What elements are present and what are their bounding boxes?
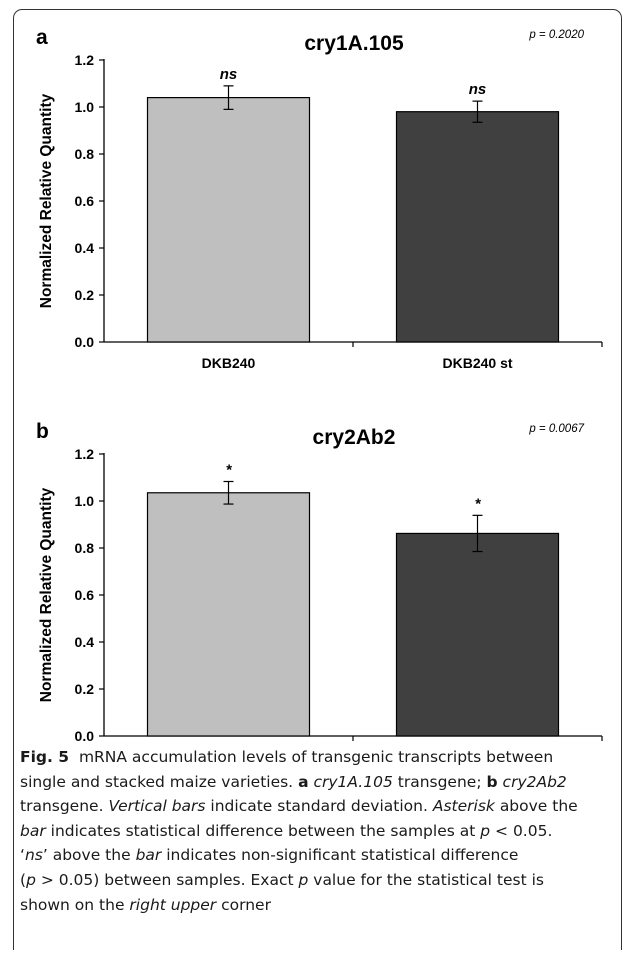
caption-panel-a-label: a	[298, 772, 309, 791]
y-tick-label: 0.2	[75, 681, 95, 697]
y-tick-label: 0.6	[75, 193, 95, 209]
x-tick-label: DKB240	[202, 355, 256, 371]
caption-term: Vertical bars	[108, 797, 206, 816]
figure-frame	[13, 9, 622, 960]
caption-gene: cry1A.105	[313, 772, 393, 791]
chart-panel-b: b cry2Ab2 p = 0.0067 Normalized Relative Qu…	[36, 420, 603, 744]
caption-text: corner	[221, 895, 271, 914]
y-tick-label: 0.8	[75, 540, 95, 556]
caption-line: single and stacked maize varieties. a cr…	[20, 770, 612, 795]
y-tick-label: 0.4	[75, 240, 95, 256]
y-tick-label: 1.0	[75, 493, 95, 509]
caption-term: ns	[24, 846, 43, 865]
significance-annotation: ns	[220, 66, 238, 83]
significance-annotation: *	[226, 461, 233, 478]
chart-title: cry2Ab2	[313, 426, 396, 449]
bar-dkb240-st	[395, 532, 560, 737]
caption-term: p	[480, 821, 491, 840]
y-tick-label: 0.4	[75, 634, 95, 650]
figure-caption: Fig. 5 mRNA accumulation levels of trans…	[20, 745, 612, 917]
caption-gene: cry2Ab2	[502, 772, 567, 791]
caption-text: single and stacked maize varieties.	[20, 772, 294, 791]
p-value-label: p = 0.0067	[528, 423, 584, 435]
caption-text: > 0.05) between samples. Exact	[40, 870, 294, 889]
caption-text: mRNA accumulation levels of transgenic t…	[78, 748, 554, 766]
caption-text: (	[20, 870, 27, 889]
caption-text: above the	[52, 846, 131, 865]
chart-title: cry1A.105	[304, 32, 404, 55]
significance-annotation: *	[475, 495, 482, 512]
y-tick-label: 0.0	[75, 334, 95, 350]
caption-line: Fig. 5 mRNA accumulation levels of trans…	[20, 745, 612, 770]
caption-text: indicates statistical difference between…	[50, 821, 476, 840]
caption-text: ’	[42, 846, 48, 865]
y-tick-label: 1.2	[75, 446, 95, 462]
caption-text: value for the statistical test is	[313, 870, 544, 889]
p-value-label: p = 0.2020	[528, 29, 584, 41]
y-axis-label: Normalized Relative Quantity	[38, 487, 55, 702]
bar-dkb240-st	[395, 111, 560, 343]
caption-term: bar	[20, 821, 46, 840]
frame-bottom-mask	[10, 950, 629, 966]
y-tick-label: 1.0	[75, 99, 95, 115]
y-axis-label: Normalized Relative Quantity	[38, 93, 55, 308]
y-tick-label: 0.8	[75, 146, 95, 162]
caption-line: ‘ns’ above the bar indicates non-signifi…	[20, 843, 612, 868]
caption-term: bar	[135, 846, 162, 865]
caption-text: transgene;	[397, 772, 482, 791]
caption-term: p	[298, 870, 309, 889]
bar-dkb240	[146, 96, 311, 343]
caption-line: shown on the right upper corner	[20, 893, 612, 918]
caption-term: p	[26, 870, 36, 889]
caption-line: bar indicates statistical difference bet…	[20, 819, 612, 844]
y-tick-label: 0.2	[75, 287, 95, 303]
caption-text: above the	[499, 797, 578, 816]
caption-text: transgene.	[20, 797, 104, 816]
caption-text: indicate standard deviation.	[210, 797, 428, 816]
panel-label: b	[36, 420, 49, 443]
caption-text: indicates non-significant statistical di…	[166, 846, 519, 865]
caption-text: shown on the	[20, 895, 125, 914]
caption-line: transgene. Vertical bars indicate standa…	[20, 794, 612, 819]
significance-annotation: ns	[469, 81, 487, 98]
y-tick-label: 0.0	[75, 728, 95, 744]
bar-dkb240	[146, 492, 311, 737]
caption-term: Asterisk	[432, 797, 495, 816]
caption-text: ‘	[20, 846, 25, 865]
caption-fig-label: Fig. 5	[20, 748, 70, 766]
caption-text: < 0.05.	[495, 821, 553, 840]
caption-panel-b-label: b	[486, 772, 498, 791]
y-tick-label: 1.2	[75, 52, 95, 68]
caption-line: (p > 0.05) between samples. Exact p valu…	[20, 868, 612, 893]
panel-label: a	[36, 26, 48, 49]
chart-panel-a: a cry1A.105 p = 0.2020 Normalized Relative …	[36, 26, 603, 371]
caption-term: right upper	[129, 895, 217, 914]
x-tick-label: DKB240 st	[442, 355, 512, 371]
y-tick-label: 0.6	[75, 587, 95, 603]
